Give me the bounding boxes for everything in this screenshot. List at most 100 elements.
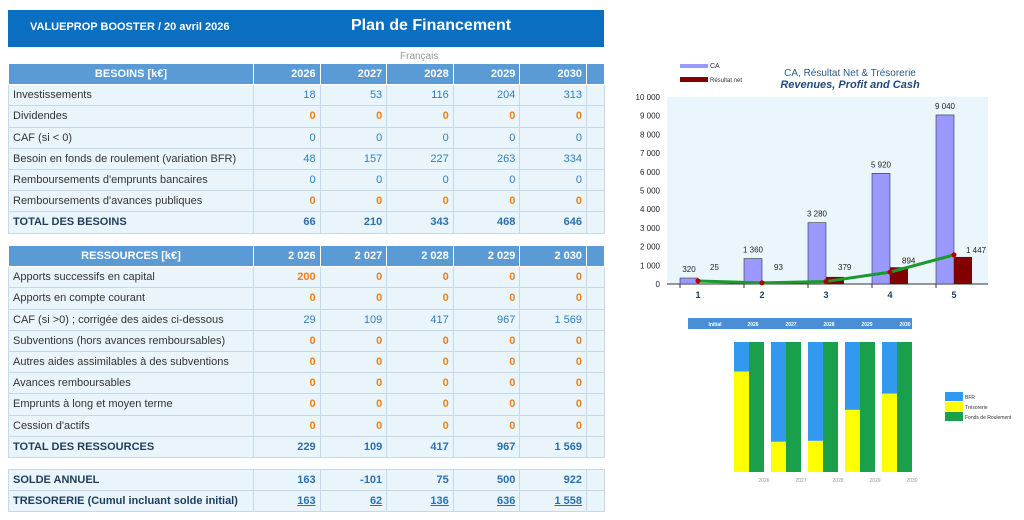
tresorerie-value[interactable]: 163 (253, 490, 321, 513)
cell-value[interactable]: 0 (253, 287, 321, 310)
y-tick-label: 0 (656, 280, 661, 289)
cell-value[interactable]: 109 (319, 308, 388, 331)
cell-value[interactable]: 417 (386, 308, 454, 331)
cell-value[interactable]: 0 (519, 126, 587, 149)
cell-value[interactable]: 0 (253, 350, 321, 374)
tresorerie-value[interactable]: 136 (386, 490, 454, 513)
ca-data-label: 9 040 (935, 102, 956, 111)
cell-value[interactable]: 0 (253, 372, 321, 395)
year-header: 2029 (452, 62, 521, 86)
cell-value[interactable]: 0 (386, 190, 454, 213)
cell-value[interactable]: 0 (319, 414, 388, 437)
year-header: 2 027 (319, 244, 388, 268)
cell-value[interactable]: 0 (519, 105, 587, 128)
cell-value[interactable]: 0 (452, 350, 521, 374)
cell-value[interactable]: 200 (253, 266, 321, 289)
cell-value[interactable]: 334 (519, 147, 587, 170)
ca-data-label: 3 280 (807, 210, 828, 219)
cell-value[interactable]: 0 (386, 329, 454, 352)
company-date: VALUEPROP BOOSTER / 20 avril 2026 (30, 21, 230, 33)
cell-value[interactable]: 0 (319, 126, 388, 149)
cell-value[interactable]: 0 (452, 168, 521, 192)
cell-value[interactable]: 0 (519, 372, 587, 395)
bfr-segment (734, 342, 749, 372)
cell-value[interactable]: 116 (386, 84, 454, 107)
cell-value[interactable]: 0 (386, 414, 454, 437)
cell-value[interactable]: 0 (519, 329, 587, 352)
cell-value[interactable]: 0 (319, 105, 388, 128)
cell-value[interactable]: 0 (386, 126, 454, 149)
cell-value[interactable]: 53 (319, 84, 388, 107)
cell-value[interactable]: 0 (519, 287, 587, 310)
cell-value[interactable]: 0 (452, 190, 521, 213)
table-row: Emprunts à long et moyen terme 0 0 0 0 0 (8, 393, 605, 416)
tresorerie-value[interactable]: 636 (452, 490, 521, 513)
cell-value[interactable]: 0 (519, 190, 587, 213)
cell-value[interactable]: 29 (253, 308, 321, 331)
cell-value[interactable]: 204 (452, 84, 521, 107)
y-tick-label: 5 000 (640, 187, 661, 196)
row-label: Apports successifs en capital (8, 266, 254, 289)
cell-value[interactable]: 313 (519, 84, 587, 107)
cell-value[interactable]: 0 (253, 126, 321, 149)
cell-value[interactable]: 0 (452, 329, 521, 352)
section-title: BESOINS [k€] (8, 62, 254, 86)
cell-value[interactable]: 0 (519, 266, 587, 289)
tresorerie-marker (951, 252, 957, 258)
cell-value[interactable]: 0 (253, 105, 321, 128)
cell-value[interactable]: 1 569 (519, 308, 587, 331)
bfr-segment (771, 342, 786, 442)
tresorerie-value[interactable]: 62 (319, 490, 388, 513)
cell-value[interactable]: 0 (452, 414, 521, 437)
cell-value[interactable]: 0 (519, 393, 587, 416)
cell-value[interactable]: 0 (253, 168, 321, 192)
cell-value[interactable]: 0 (319, 350, 388, 374)
cell-value[interactable]: 0 (319, 287, 388, 310)
row-label: Cession d'actifs (8, 414, 254, 437)
cell-value[interactable]: 0 (519, 414, 587, 437)
tresorerie-value[interactable]: 1 558 (519, 490, 587, 513)
table-row: Subventions (hors avances remboursables)… (8, 329, 605, 352)
cell-value[interactable]: 0 (319, 393, 388, 416)
cell-value[interactable]: 0 (452, 266, 521, 289)
cell-value[interactable]: 0 (319, 266, 388, 289)
cell-value[interactable]: 0 (319, 168, 388, 192)
cell-value[interactable]: 0 (519, 168, 587, 192)
cell-value[interactable]: 48 (253, 147, 321, 170)
x-tick-label: 5 (951, 290, 956, 300)
cell-value[interactable]: 0 (386, 266, 454, 289)
cell-value[interactable]: 0 (386, 105, 454, 128)
ca-bar (871, 172, 891, 285)
cell-value[interactable]: 967 (452, 308, 521, 331)
cell-value[interactable]: 0 (253, 329, 321, 352)
total-label: TOTAL DES RESSOURCES (8, 435, 254, 458)
x-tick-label: 2 (759, 290, 764, 300)
year-header: 2028 (386, 62, 454, 86)
cell-value[interactable]: 0 (452, 105, 521, 128)
cell-value[interactable]: 0 (319, 190, 388, 213)
cell-value[interactable]: 263 (452, 147, 521, 170)
cell-value[interactable]: 0 (452, 126, 521, 149)
cell-value[interactable]: 0 (519, 350, 587, 374)
cell-value[interactable]: 0 (319, 372, 388, 395)
language-selector[interactable]: Français (400, 51, 439, 62)
cell-value[interactable]: 0 (253, 414, 321, 437)
cell-value[interactable]: 0 (386, 287, 454, 310)
cell-value[interactable]: 0 (386, 350, 454, 374)
cell-value[interactable]: 0 (253, 190, 321, 213)
y-tick-label: 6 000 (640, 168, 661, 177)
cell-value[interactable]: 18 (253, 84, 321, 107)
cell-value[interactable]: 0 (452, 372, 521, 395)
tresorerie-segment (734, 371, 749, 472)
cell-value[interactable]: 0 (386, 168, 454, 192)
cell-value[interactable]: 157 (319, 147, 388, 170)
cell-value[interactable]: 0 (386, 393, 454, 416)
cell-value[interactable]: 0 (452, 393, 521, 416)
cell-value[interactable]: 0 (452, 287, 521, 310)
cell-value[interactable]: 0 (319, 329, 388, 352)
table-header: BESOINS [k€] 2026 2027 2028 2029 2030 (8, 62, 605, 86)
cell-value[interactable]: 227 (386, 147, 454, 170)
cell-value[interactable]: 0 (386, 372, 454, 395)
table-row: Investissements 18 53 116 204 313 (8, 84, 605, 107)
cell-value[interactable]: 0 (253, 393, 321, 416)
